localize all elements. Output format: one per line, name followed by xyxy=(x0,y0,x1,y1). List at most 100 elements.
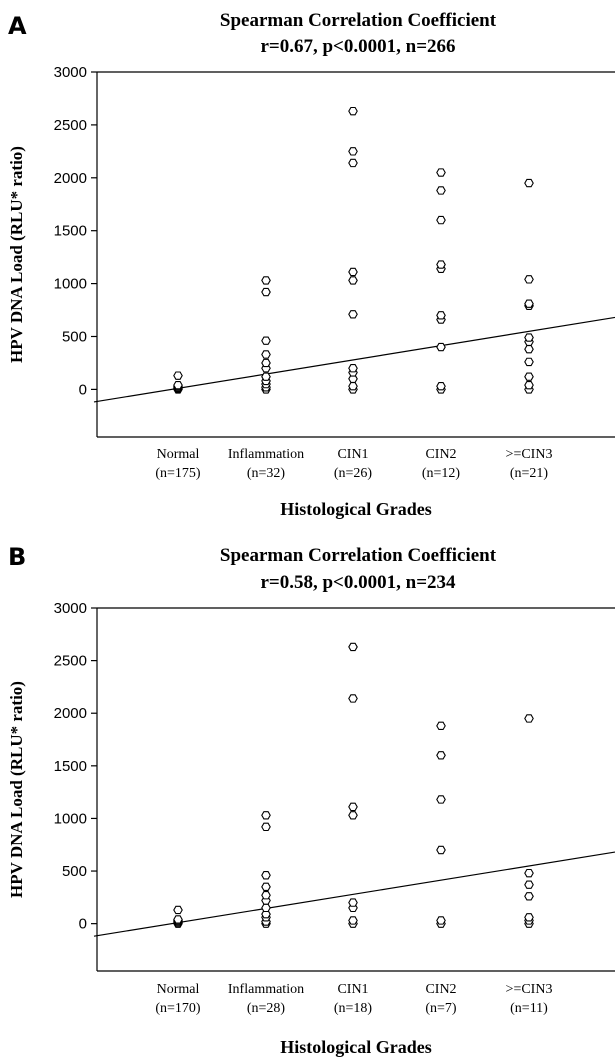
data-point xyxy=(261,358,271,368)
data-point xyxy=(348,811,358,820)
data-point xyxy=(261,276,271,285)
data-point xyxy=(261,336,271,345)
data-point xyxy=(524,299,534,308)
data-point xyxy=(348,642,358,652)
data-point xyxy=(261,811,271,820)
x-tick-count-label: (n=11) xyxy=(510,1001,548,1016)
plot-area: 0 500 1000 1500 2000 2500 3000 HPV DNA Load (RL… xyxy=(7,64,615,481)
y-tick-label: 0 xyxy=(79,381,87,398)
y-tick-label: 2000 xyxy=(54,705,87,722)
data-point xyxy=(436,795,446,804)
data-point xyxy=(261,891,271,900)
plot-area: 0 500 1000 1500 2000 2500 3000 HPV DNA Load (RL… xyxy=(7,600,615,1016)
data-point xyxy=(524,372,534,381)
data-point xyxy=(524,913,534,922)
data-point xyxy=(261,350,271,359)
x-tick-count-label: (n=175) xyxy=(155,466,201,481)
x-tick-label: >=CIN3 xyxy=(506,982,553,997)
x-tick-count-label: (n=12) xyxy=(422,466,461,481)
data-point xyxy=(436,168,446,177)
x-tick-count-label: (n=32) xyxy=(247,466,286,481)
data-point xyxy=(524,868,534,878)
x-tick-count-label: (n=28) xyxy=(247,1001,286,1016)
data-point xyxy=(261,871,271,880)
y-tick-label: 0 xyxy=(79,916,87,933)
x-tick-label: >=CIN3 xyxy=(506,447,553,462)
data-point xyxy=(524,880,534,889)
x-tick-label: CIN2 xyxy=(425,447,456,462)
data-point xyxy=(348,310,358,319)
y-tick-label: 500 xyxy=(62,863,87,880)
data-point xyxy=(348,898,358,907)
data-point xyxy=(524,275,534,284)
data-point xyxy=(261,882,271,892)
data-point xyxy=(348,916,358,925)
data-point xyxy=(348,106,358,116)
chart-title: Spearman Correlation Coefficient xyxy=(220,545,497,566)
data-point xyxy=(173,905,183,915)
data-point xyxy=(348,694,358,703)
chart-subtitle: r=0.67, p<0.0001, n=266 xyxy=(260,36,455,57)
data-point xyxy=(348,276,358,285)
x-axis-label: Histological Grades xyxy=(280,1037,432,1057)
y-tick-label: 1000 xyxy=(54,276,87,293)
data-point xyxy=(348,147,358,156)
y-tick-label: 2000 xyxy=(54,170,87,187)
data-point xyxy=(348,158,358,168)
data-point xyxy=(436,721,446,731)
data-point xyxy=(348,382,358,391)
x-tick-label: CIN2 xyxy=(425,982,456,997)
data-point xyxy=(436,186,446,195)
data-point xyxy=(348,267,358,277)
data-point xyxy=(524,714,534,723)
data-point xyxy=(436,751,446,760)
x-tick-count-label: (n=18) xyxy=(334,1001,373,1016)
y-tick-label: 3000 xyxy=(54,64,87,81)
data-point xyxy=(524,333,534,342)
y-tick-label: 500 xyxy=(62,328,87,345)
data-point xyxy=(436,845,446,855)
data-point xyxy=(524,892,534,901)
x-axis-label: Histological Grades xyxy=(280,499,432,519)
data-point xyxy=(436,916,446,925)
data-point xyxy=(524,345,534,354)
y-axis-label: HPV DNA Load (RLU* ratio) xyxy=(7,146,26,363)
panel-letter: A xyxy=(8,12,27,40)
data-point xyxy=(524,178,534,188)
y-axis-label: HPV DNA Load (RLU* ratio) xyxy=(7,681,26,898)
data-point xyxy=(261,903,271,913)
data-point xyxy=(173,915,183,924)
x-tick-label: Inflammation xyxy=(228,447,304,462)
x-tick-count-label: (n=7) xyxy=(425,1001,457,1016)
y-tick-label: 1500 xyxy=(54,223,87,240)
data-point xyxy=(261,372,271,381)
data-point xyxy=(436,311,446,320)
data-point xyxy=(436,260,446,269)
x-tick-label: Normal xyxy=(157,982,200,997)
x-tick-count-label: (n=26) xyxy=(334,466,373,481)
x-tick-label: CIN1 xyxy=(337,447,368,462)
x-tick-count-label: (n=21) xyxy=(510,466,549,481)
y-tick-label: 2500 xyxy=(54,653,87,670)
data-point xyxy=(261,287,271,297)
x-tick-label: Inflammation xyxy=(228,982,304,997)
data-point xyxy=(173,380,183,390)
data-point xyxy=(436,342,446,352)
x-tick-label: CIN1 xyxy=(337,982,368,997)
y-tick-label: 3000 xyxy=(54,600,87,617)
panel-letter: B xyxy=(8,543,26,571)
x-tick-count-label: (n=170) xyxy=(155,1001,201,1016)
data-point xyxy=(261,822,271,832)
data-point xyxy=(436,215,446,225)
chart-title: Spearman Correlation Coefficient xyxy=(220,10,497,31)
data-point xyxy=(436,382,446,391)
y-tick-label: 1500 xyxy=(54,758,87,775)
data-point xyxy=(348,802,358,812)
y-tick-label: 1000 xyxy=(54,810,87,827)
chart-subtitle: r=0.58, p<0.0001, n=234 xyxy=(260,572,456,593)
data-point xyxy=(173,371,183,380)
y-tick-label: 2500 xyxy=(54,117,87,134)
chart-panel-a: A Spearman Correlation Coefficient r=0.6… xyxy=(7,10,615,519)
x-tick-label: Normal xyxy=(157,447,200,462)
